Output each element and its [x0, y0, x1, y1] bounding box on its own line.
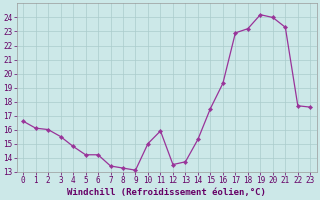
X-axis label: Windchill (Refroidissement éolien,°C): Windchill (Refroidissement éolien,°C) — [67, 188, 266, 197]
